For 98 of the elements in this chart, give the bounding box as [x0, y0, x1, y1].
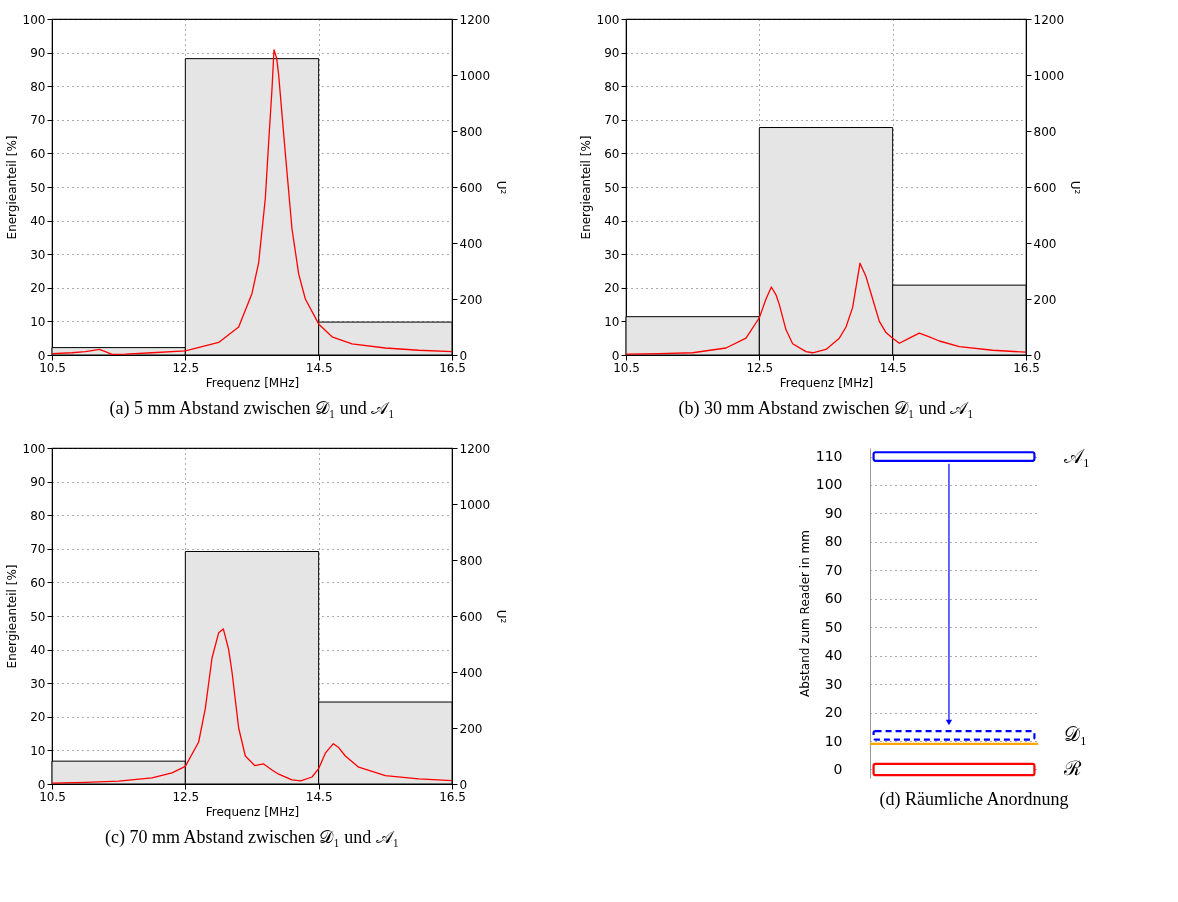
x-tick-label: 14.5: [305, 360, 333, 375]
text: (a) 5 mm Abstand zwischen 𝒟₁ und 𝒜₁: [109, 398, 395, 419]
text: (d) Räumliche Anordnung: [879, 789, 1069, 811]
text: (c) 70 mm Abstand zwischen 𝒟₁ und 𝒜₁: [104, 827, 400, 848]
y-tick-label: 90: [30, 46, 46, 61]
y-axis-title: Abstand zum Reader in mm: [797, 530, 812, 697]
series-label: 𝒜₁: [1064, 444, 1090, 467]
y2-tick-label: 200: [1033, 292, 1057, 307]
x-tick-label: 14.5: [305, 789, 333, 804]
y-tick-label: 70: [824, 561, 843, 578]
y-tick-label: 90: [30, 475, 46, 490]
x-tick-label: 16.5: [439, 360, 466, 375]
y2-tick-label: 600: [1033, 180, 1057, 195]
y2-tick-label: 600: [459, 180, 483, 195]
x-axis-title: Frequenz [MHz]: [779, 375, 874, 390]
bar: [872, 762, 1036, 777]
y-tick-label: 100: [596, 12, 620, 27]
y-tick-label: 20: [824, 704, 843, 721]
y2-axis-title: U²: [1068, 180, 1083, 195]
y2-tick-label: 1200: [459, 12, 491, 27]
x-tick-label: 10.5: [613, 360, 640, 375]
text: (b) 30 mm Abstand zwischen 𝒟₁ und 𝒜₁: [678, 398, 974, 419]
y-tick-label: 60: [30, 575, 46, 590]
bar: [872, 729, 1036, 741]
series-label: 𝒟₁: [1064, 723, 1087, 746]
y-tick-label: 60: [824, 590, 843, 607]
y-axis-title: Energieanteil [%]: [4, 135, 19, 240]
y2-tick-label: 1200: [459, 441, 491, 456]
y-tick-label: 90: [824, 504, 843, 521]
y-tick-label: 40: [824, 647, 843, 664]
y2-tick-label: 600: [459, 609, 483, 624]
y2-tick-label: 200: [459, 721, 483, 736]
y2-tick-label: 1000: [459, 68, 491, 83]
x-tick-label: 12.5: [746, 360, 774, 375]
series-label: ℛ: [1063, 757, 1082, 780]
y-tick-label: 0: [37, 777, 46, 792]
y-tick-label: 10: [604, 314, 620, 329]
y-tick-label: 50: [30, 609, 46, 624]
y-tick-label: 30: [604, 247, 620, 262]
x-tick-label: 16.5: [439, 789, 466, 804]
y-tick-label: 0: [833, 760, 843, 777]
y-tick-label: 60: [30, 146, 46, 161]
y2-tick-label: 200: [459, 292, 483, 307]
y-tick-label: 50: [604, 180, 620, 195]
y-tick-label: 30: [30, 247, 46, 262]
y2-tick-label: 400: [459, 665, 483, 680]
y-tick-label: 10: [30, 314, 46, 329]
y2-tick-label: 0: [1033, 348, 1042, 363]
y-tick-label: 30: [824, 675, 843, 692]
y-tick-label: 110: [815, 448, 843, 465]
y-tick-label: 10: [30, 743, 46, 758]
x-tick-label: 14.5: [879, 360, 907, 375]
y2-tick-label: 0: [459, 348, 468, 363]
y-tick-label: 50: [824, 618, 843, 635]
y-tick-label: 100: [22, 441, 46, 456]
y-tick-label: 70: [604, 113, 620, 128]
y-tick-label: 40: [30, 643, 46, 658]
y-tick-label: 20: [604, 281, 620, 296]
y2-tick-label: 1200: [1033, 12, 1065, 27]
y2-tick-label: 400: [459, 236, 483, 251]
y-tick-label: 90: [604, 46, 620, 61]
x-tick-label: 10.5: [39, 360, 66, 375]
y-tick-label: 20: [30, 710, 46, 725]
y-tick-label: 100: [815, 476, 843, 493]
x-tick-label: 10.5: [39, 789, 66, 804]
y-tick-label: 50: [30, 180, 46, 195]
x-tick-label: 12.5: [172, 789, 200, 804]
y-tick-label: 0: [611, 348, 620, 363]
y-tick-label: 60: [604, 146, 620, 161]
y-tick-label: 70: [30, 113, 46, 128]
y-tick-label: 0: [37, 348, 46, 363]
y2-axis-title: U²: [494, 609, 509, 624]
y-tick-label: 80: [824, 533, 843, 550]
y-tick-label: 40: [30, 214, 46, 229]
y2-tick-label: 800: [459, 124, 483, 139]
y-axis-title: Energieanteil [%]: [578, 135, 593, 240]
x-tick-label: 12.5: [172, 360, 200, 375]
y-tick-label: 20: [30, 281, 46, 296]
y2-tick-label: 800: [459, 553, 483, 568]
y-tick-label: 80: [30, 79, 46, 94]
y2-axis-title: U²: [494, 180, 509, 195]
y-tick-label: 100: [22, 12, 46, 27]
x-axis-title: Frequenz [MHz]: [205, 804, 300, 819]
y2-tick-label: 1000: [1033, 68, 1065, 83]
y-tick-label: 80: [30, 508, 46, 523]
x-axis-title: Frequenz [MHz]: [205, 375, 300, 390]
x-tick-label: 16.5: [1013, 360, 1040, 375]
y2-tick-label: 400: [1033, 236, 1057, 251]
y2-tick-label: 0: [459, 777, 468, 792]
y-tick-label: 70: [30, 542, 46, 557]
y-tick-label: 30: [30, 676, 46, 691]
y-tick-label: 10: [824, 732, 843, 749]
y-axis-title: Energieanteil [%]: [4, 564, 19, 669]
y2-tick-label: 1000: [459, 497, 491, 512]
y-tick-label: 80: [604, 79, 620, 94]
y-tick-label: 40: [604, 214, 620, 229]
y2-tick-label: 800: [1033, 124, 1057, 139]
bar: [872, 451, 1036, 462]
